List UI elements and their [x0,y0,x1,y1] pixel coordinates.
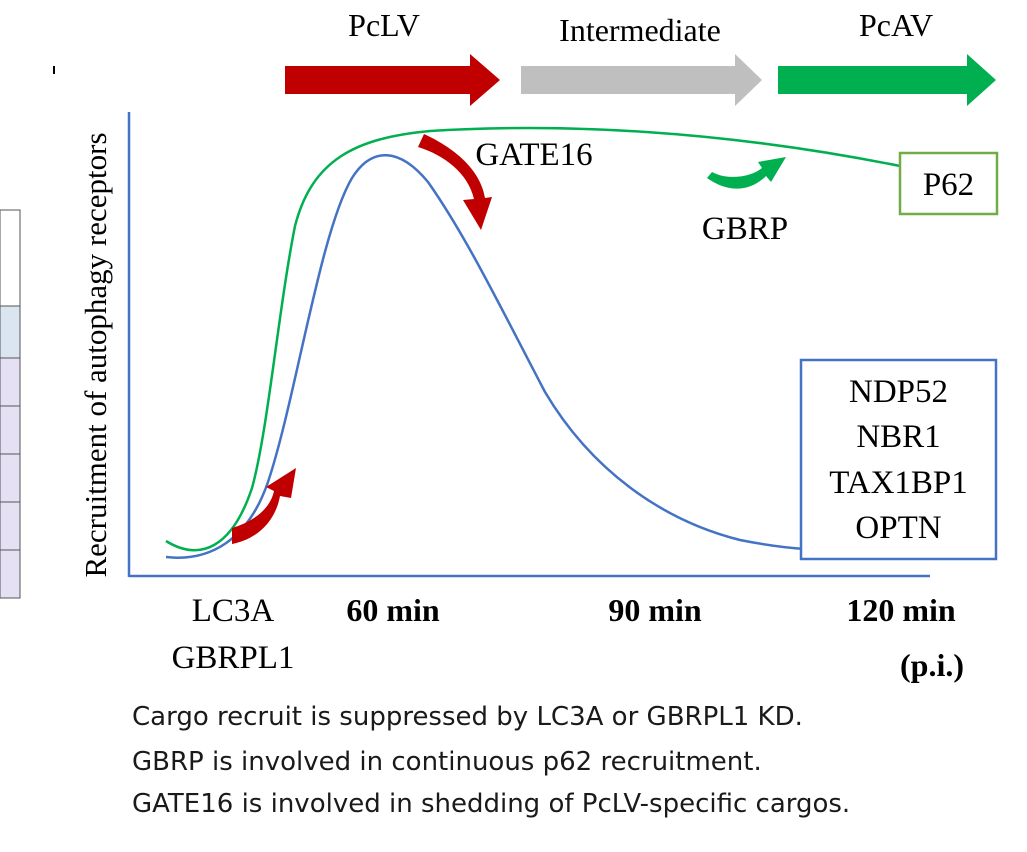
x-label-lc3a: LC3A [192,593,275,629]
partial-table-cell [0,453,21,503]
green-curved-arrow-gbrp [707,157,786,189]
red-curved-arrow-gate16 [418,134,492,230]
x-label-pi: (p.i.) [900,647,964,683]
partial-table-cell [0,357,21,407]
pclv-receptor-curve [165,154,806,559]
x-tick-120min: 120 min [846,592,956,628]
phase-label-pcav: PcAV [859,7,933,43]
partial-table-cell [0,501,21,551]
intermediate-arrow [521,54,762,106]
phase-label-intermediate: Intermediate [559,12,721,48]
x-label-gbrpl1: GBRPL1 [172,640,295,676]
caption-line-2: GBRP is involved in continuous p62 recru… [132,747,762,777]
p62-recruitment-curve [165,126,901,552]
phase-label-pclv: PcLV [348,7,420,43]
p62-box [898,151,999,216]
red-curved-arrow-rise [232,468,296,544]
receptor-nbr1: NBR1 [856,419,940,455]
partial-table-edge [0,66,55,599]
caption-line-1: Cargo recruit is suppressed by LC3A or G… [132,702,803,732]
y-axis-label: Recruitment of autophagy receptors [78,132,113,577]
partial-table-cell [0,305,21,359]
partial-table-cell [0,549,21,599]
x-tick-60min: 60 min [346,592,440,628]
partial-table-cell [0,405,21,455]
partial-table-cell [0,209,21,307]
receptor-box [799,358,998,561]
pcav-arrow [778,54,996,106]
receptor-optn: OPTN [855,510,941,546]
p62-label: P62 [923,167,974,203]
gbrp-label: GBRP [702,211,788,247]
x-tick-90min: 90 min [608,592,702,628]
gate16-label: GATE16 [475,137,592,173]
receptor-ndp52: NDP52 [849,374,948,410]
receptor-tax1bp1: TAX1BP1 [829,465,968,501]
pclv-arrow [285,54,500,106]
caption-line-3: GATE16 is involved in shedding of PcLV-s… [132,789,850,819]
